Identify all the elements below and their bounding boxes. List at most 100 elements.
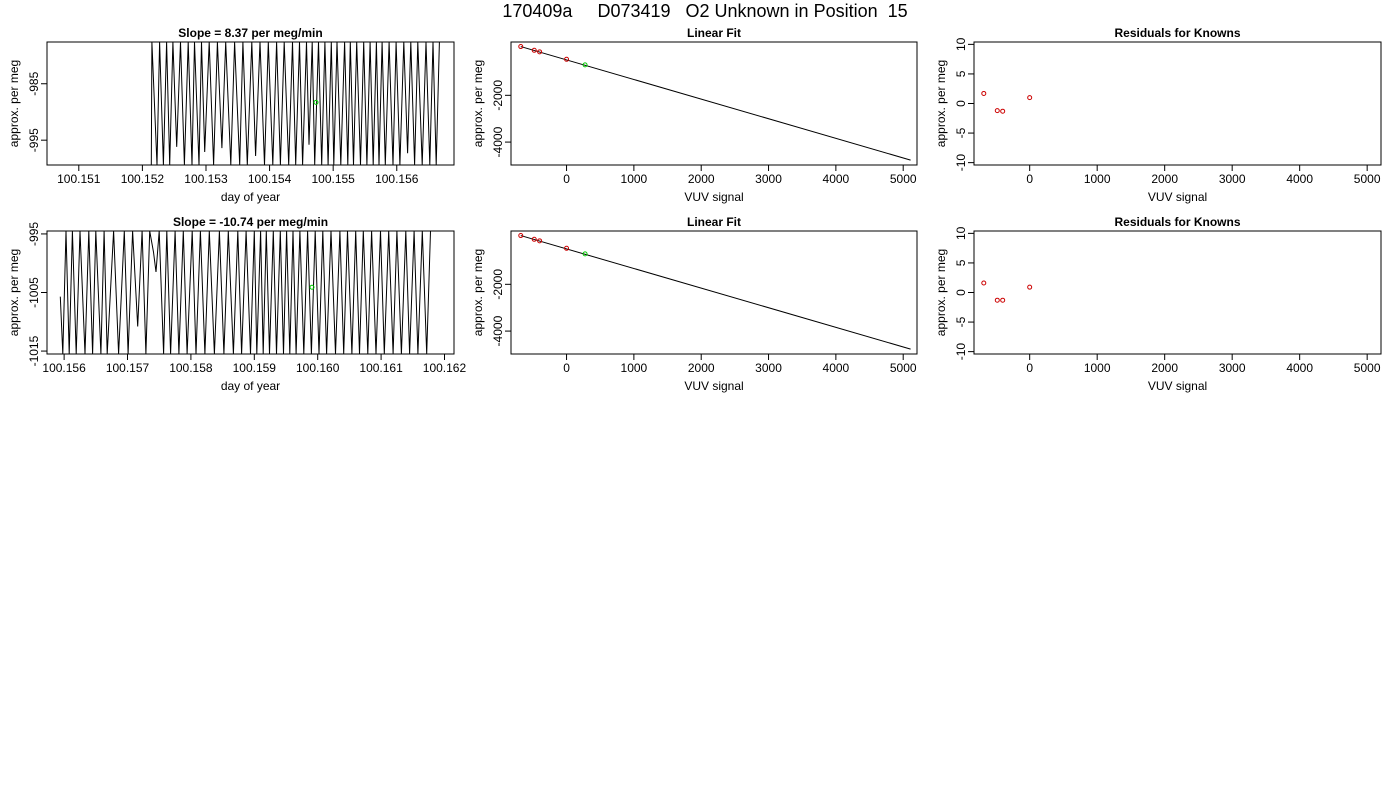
x-tick-label: 4000 xyxy=(1286,361,1313,375)
x-tick-label: 0 xyxy=(1026,361,1033,375)
x-tick-label: 2000 xyxy=(1151,361,1178,375)
x-tick-label: 3000 xyxy=(755,361,782,375)
y-tick-label: -5 xyxy=(954,316,968,327)
x-tick-label: 100.156 xyxy=(42,361,86,375)
x-tick-label: 2000 xyxy=(688,361,715,375)
data-point xyxy=(537,49,543,55)
x-axis-label: VUV signal xyxy=(684,379,743,393)
x-tick-label: 2000 xyxy=(1151,172,1178,186)
x-tick-label: 100.159 xyxy=(233,361,277,375)
data-point xyxy=(1000,297,1006,303)
x-tick-label: 1000 xyxy=(621,361,648,375)
x-tick-label: 0 xyxy=(1026,172,1033,186)
x-tick-label: 100.154 xyxy=(248,172,292,186)
data-point xyxy=(994,297,1000,303)
data-point xyxy=(309,284,315,290)
x-tick-label: 3000 xyxy=(1219,361,1246,375)
y-tick-label: 5 xyxy=(954,70,968,77)
x-tick-label: 1000 xyxy=(1084,172,1111,186)
data-point xyxy=(1027,284,1033,290)
x-tick-label: 100.153 xyxy=(184,172,228,186)
data-point xyxy=(1000,108,1006,114)
chart-title: Slope = -10.74 per meg/min xyxy=(173,215,328,229)
x-tick-label: 100.161 xyxy=(359,361,403,375)
chart-panel-ts2: Slope = -10.74 per meg/min 100.156 100.157… xyxy=(7,215,466,393)
chart-title: Linear Fit xyxy=(687,215,741,229)
x-tick-label: 5000 xyxy=(890,361,917,375)
y-axis-label: approx. per meg xyxy=(934,60,948,147)
y-tick-label: -995 xyxy=(27,128,41,152)
chart-title: Linear Fit xyxy=(687,26,741,40)
x-tick-label: 100.162 xyxy=(423,361,467,375)
y-axis-label: approx. per meg xyxy=(471,60,485,147)
y-tick-label: -985 xyxy=(27,71,41,95)
data-point xyxy=(981,90,987,96)
x-tick-label: 4000 xyxy=(823,361,850,375)
plot-area xyxy=(59,231,435,354)
data-point xyxy=(313,99,319,105)
y-tick-label: -10 xyxy=(954,154,968,172)
x-tick-label: 5000 xyxy=(1354,361,1381,375)
data-point xyxy=(518,233,524,239)
data-point xyxy=(994,108,1000,114)
chart-panel-ts1: Slope = 8.37 per meg/min 100.151 100.152 10… xyxy=(7,26,455,204)
series-line xyxy=(59,231,435,354)
chart-title: Residuals for Knowns xyxy=(1114,26,1240,40)
x-tick-label: 0 xyxy=(563,172,570,186)
y-tick-label: 10 xyxy=(954,37,968,51)
data-point xyxy=(531,236,537,242)
y-tick-label: 0 xyxy=(954,289,968,296)
x-tick-label: 100.160 xyxy=(296,361,340,375)
x-axis-label: day of year xyxy=(221,190,280,204)
x-tick-label: 5000 xyxy=(1354,172,1381,186)
y-tick-label: -1015 xyxy=(27,335,41,366)
y-tick-label: -2000 xyxy=(491,269,505,300)
y-tick-label: -1005 xyxy=(27,277,41,308)
chart-panel-fit2: Linear Fit 0 1000 2000 3000 4000 5000 -2000 -400… xyxy=(471,215,918,393)
x-axis-label: VUV signal xyxy=(1148,190,1207,204)
y-tick-label: -10 xyxy=(954,343,968,361)
y-axis-label: approx. per meg xyxy=(471,249,485,336)
data-point xyxy=(564,245,570,251)
x-tick-label: 100.156 xyxy=(375,172,419,186)
y-tick-label: -2000 xyxy=(491,80,505,111)
plot-frame xyxy=(973,41,1382,166)
chart-title: Residuals for Knowns xyxy=(1114,215,1240,229)
x-tick-label: 100.158 xyxy=(169,361,213,375)
chart-panel-res1: Residuals for Knowns 0 1000 2000 3000 4000 500… xyxy=(934,26,1382,204)
chart-panel-fit1: Linear Fit 0 1000 2000 3000 4000 5000 -2000 -400… xyxy=(471,26,918,204)
plot-area xyxy=(981,90,1033,114)
plot-frame xyxy=(973,230,1382,355)
x-axis-label: VUV signal xyxy=(1148,379,1207,393)
y-axis-label: approx. per meg xyxy=(7,60,21,147)
data-point xyxy=(564,56,570,62)
data-point xyxy=(518,44,524,50)
series-line xyxy=(150,42,440,165)
x-tick-label: 100.155 xyxy=(311,172,355,186)
x-tick-label: 4000 xyxy=(823,172,850,186)
data-point xyxy=(582,251,588,257)
fit-line xyxy=(520,46,911,161)
x-tick-label: 0 xyxy=(563,361,570,375)
x-tick-label: 4000 xyxy=(1286,172,1313,186)
x-tick-label: 100.151 xyxy=(57,172,101,186)
chart-title: Slope = 8.37 per meg/min xyxy=(178,26,322,40)
data-point xyxy=(531,47,537,53)
x-tick-label: 1000 xyxy=(1084,361,1111,375)
y-axis-label: approx. per meg xyxy=(934,249,948,336)
y-axis-label: approx. per meg xyxy=(7,249,21,336)
chart-panel-res2: Residuals for Knowns 0 1000 2000 3000 4000 500… xyxy=(934,215,1382,393)
data-point xyxy=(537,238,543,244)
x-tick-label: 3000 xyxy=(755,172,782,186)
page-title: 170409a D073419 O2 Unknown in Position 1… xyxy=(502,1,908,21)
x-tick-label: 1000 xyxy=(621,172,648,186)
x-axis-label: day of year xyxy=(221,379,280,393)
data-point xyxy=(981,280,987,286)
plot-area xyxy=(518,233,911,350)
y-tick-label: 5 xyxy=(954,259,968,266)
x-tick-label: 5000 xyxy=(890,172,917,186)
x-tick-label: 2000 xyxy=(688,172,715,186)
y-tick-label: 10 xyxy=(954,226,968,240)
plot-area xyxy=(150,42,440,165)
